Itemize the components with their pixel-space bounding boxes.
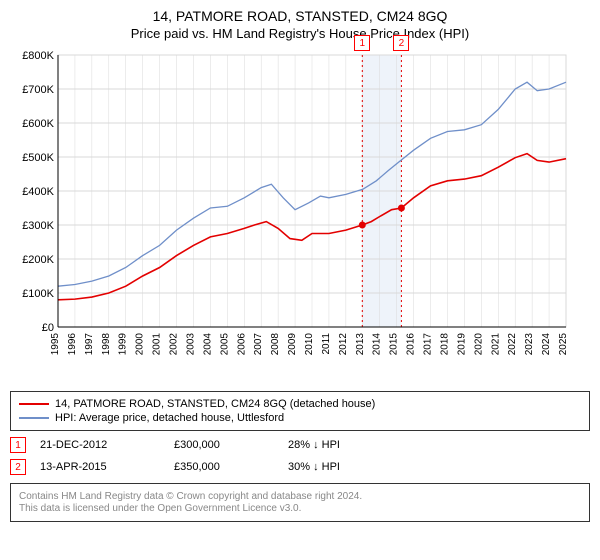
- svg-text:2018: 2018: [439, 333, 450, 356]
- footer-line-1: Contains HM Land Registry data © Crown c…: [19, 491, 581, 502]
- sale-marker-2: 2: [393, 35, 409, 51]
- legend-item: HPI: Average price, detached house, Uttl…: [19, 411, 581, 425]
- svg-text:2009: 2009: [287, 333, 298, 356]
- legend-item: 14, PATMORE ROAD, STANSTED, CM24 8GQ (de…: [19, 397, 581, 411]
- legend-swatch: [19, 417, 49, 419]
- chart-title: 14, PATMORE ROAD, STANSTED, CM24 8GQ: [10, 8, 590, 24]
- svg-text:2024: 2024: [541, 333, 552, 356]
- svg-text:1995: 1995: [50, 333, 61, 356]
- svg-text:2020: 2020: [473, 333, 484, 356]
- svg-text:2012: 2012: [338, 333, 349, 356]
- svg-text:2019: 2019: [456, 333, 467, 356]
- chart-plot-area: £0 £100K £200K £300K £400K £500K £600K £700K £80…: [10, 47, 590, 387]
- svg-text:2023: 2023: [524, 333, 535, 356]
- svg-text:2022: 2022: [507, 333, 518, 356]
- svg-text:2001: 2001: [152, 333, 163, 356]
- svg-text:£600K: £600K: [22, 118, 54, 130]
- svg-text:2014: 2014: [372, 333, 383, 356]
- sale-price: £350,000: [174, 461, 274, 473]
- svg-text:2000: 2000: [135, 333, 146, 356]
- svg-text:£300K: £300K: [22, 220, 54, 232]
- sale-row: 1 21-DEC-2012 £300,000 28% ↓ HPI: [10, 437, 590, 453]
- chart-subtitle: Price paid vs. HM Land Registry's House …: [10, 26, 590, 41]
- sale-delta: 30% ↓ HPI: [288, 461, 388, 473]
- sale-marker-1: 1: [354, 35, 370, 51]
- svg-text:2006: 2006: [236, 333, 247, 356]
- svg-text:2005: 2005: [219, 333, 230, 356]
- legend-label: HPI: Average price, detached house, Uttl…: [55, 412, 284, 424]
- svg-text:£100K: £100K: [22, 288, 54, 300]
- svg-text:2007: 2007: [253, 333, 264, 356]
- svg-text:2013: 2013: [355, 333, 366, 356]
- svg-text:2021: 2021: [490, 333, 501, 356]
- svg-text:1996: 1996: [67, 333, 78, 356]
- footer-line-2: This data is licensed under the Open Gov…: [19, 503, 581, 514]
- svg-text:£700K: £700K: [22, 84, 54, 96]
- svg-text:£500K: £500K: [22, 152, 54, 164]
- svg-text:2003: 2003: [185, 333, 196, 356]
- sales-list: 1 21-DEC-2012 £300,000 28% ↓ HPI 2 13-APR…: [10, 437, 590, 475]
- svg-text:1999: 1999: [118, 333, 129, 356]
- sale-date: 21-DEC-2012: [40, 439, 160, 451]
- svg-text:£0: £0: [42, 322, 54, 334]
- attribution-footer: Contains HM Land Registry data © Crown c…: [10, 483, 590, 522]
- svg-text:2015: 2015: [389, 333, 400, 356]
- svg-text:2016: 2016: [406, 333, 417, 356]
- svg-text:2025: 2025: [558, 333, 569, 356]
- legend: 14, PATMORE ROAD, STANSTED, CM24 8GQ (de…: [10, 391, 590, 431]
- svg-text:2010: 2010: [304, 333, 315, 356]
- legend-swatch: [19, 403, 49, 405]
- svg-text:2011: 2011: [321, 333, 332, 355]
- svg-text:£400K: £400K: [22, 186, 54, 198]
- svg-text:£200K: £200K: [22, 254, 54, 266]
- svg-text:2017: 2017: [423, 333, 434, 356]
- svg-text:1998: 1998: [101, 333, 112, 356]
- sale-date: 13-APR-2015: [40, 461, 160, 473]
- legend-label: 14, PATMORE ROAD, STANSTED, CM24 8GQ (de…: [55, 398, 375, 410]
- sale-marker-icon: 1: [10, 437, 26, 453]
- sale-marker-icon: 2: [10, 459, 26, 475]
- sale-price: £300,000: [174, 439, 274, 451]
- svg-text:2008: 2008: [270, 333, 281, 356]
- svg-text:2004: 2004: [202, 333, 213, 356]
- chart-container: 14, PATMORE ROAD, STANSTED, CM24 8GQ Pri…: [0, 0, 600, 532]
- svg-text:1997: 1997: [84, 333, 95, 356]
- line-chart-svg: £0 £100K £200K £300K £400K £500K £600K £700K £80…: [10, 47, 570, 357]
- sale-row: 2 13-APR-2015 £350,000 30% ↓ HPI: [10, 459, 590, 475]
- sale-delta: 28% ↓ HPI: [288, 439, 388, 451]
- svg-text:2002: 2002: [169, 333, 180, 356]
- svg-text:£800K: £800K: [22, 50, 54, 62]
